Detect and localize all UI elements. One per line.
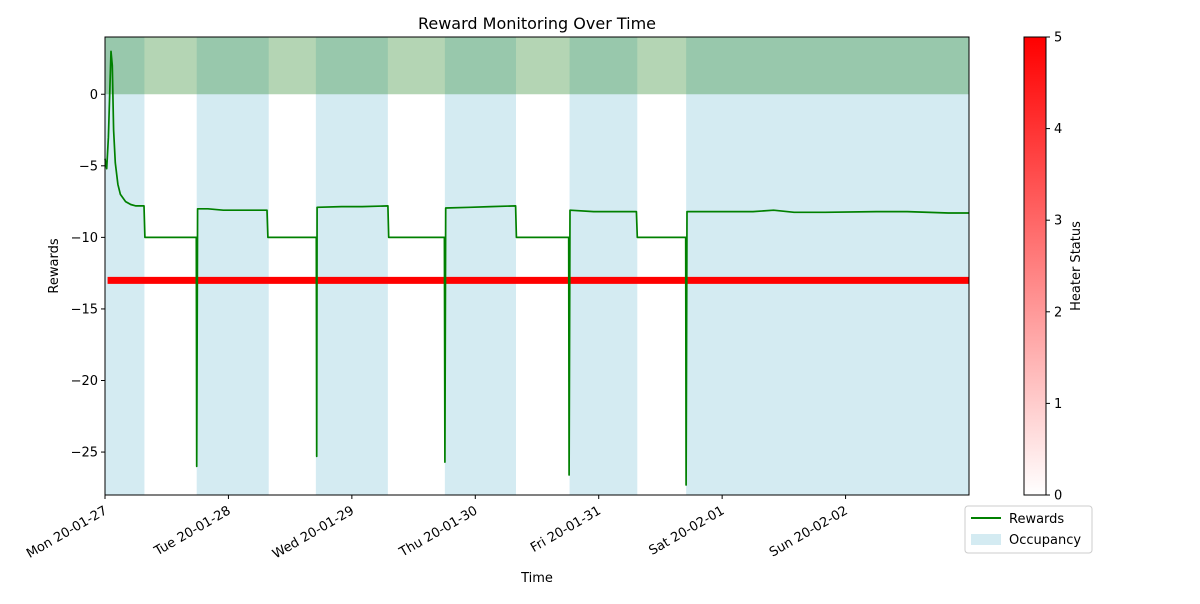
occupancy-span [569, 37, 638, 495]
y-axis: 0 −5 −10 −15 −20 −25 [71, 88, 105, 461]
plot-frame [104, 36, 970, 496]
occupancy-span [105, 37, 145, 495]
occupancy-span [196, 37, 269, 495]
legend: Rewards Occupancy [964, 505, 1093, 554]
legend-swatch-occupancy [971, 534, 1001, 545]
x-axis-label: Time [520, 571, 553, 586]
legend-label: Rewards [1009, 512, 1064, 527]
colorbar-tick-label: 3 [1054, 214, 1062, 229]
colorbar-tick-label: 4 [1054, 122, 1062, 137]
y-tick-label: −15 [71, 302, 98, 317]
series-layer [104, 50, 969, 486]
colorbar: 0 1 2 3 4 5 [1023, 31, 1062, 504]
colorbar-ramp [1023, 36, 1047, 496]
colorbar-label: Heater Status [1069, 221, 1084, 311]
occupancy-span [686, 37, 969, 495]
occupancy-span [444, 37, 516, 495]
reward-band-layer [105, 37, 969, 95]
colorbar-tick-label: 5 [1054, 31, 1062, 46]
reward-band [105, 37, 969, 95]
y-axis-label: Rewards [47, 238, 62, 293]
occupancy-layer [105, 37, 969, 495]
chart-title: Reward Monitoring Over Time [418, 14, 656, 33]
y-tick-label: −25 [71, 446, 98, 461]
colorbar-tick-label: 1 [1054, 397, 1062, 412]
legend-label: Occupancy [1009, 533, 1081, 548]
y-tick-label: 0 [90, 88, 98, 103]
colorbar-tick-label: 0 [1054, 489, 1062, 504]
y-tick-label: −20 [71, 374, 98, 389]
y-tick-label: −10 [71, 231, 98, 246]
rewards-series-line [104, 50, 969, 486]
colorbar-tick-label: 2 [1054, 305, 1062, 320]
y-tick-label: −5 [79, 159, 98, 174]
occupancy-span [315, 37, 388, 495]
